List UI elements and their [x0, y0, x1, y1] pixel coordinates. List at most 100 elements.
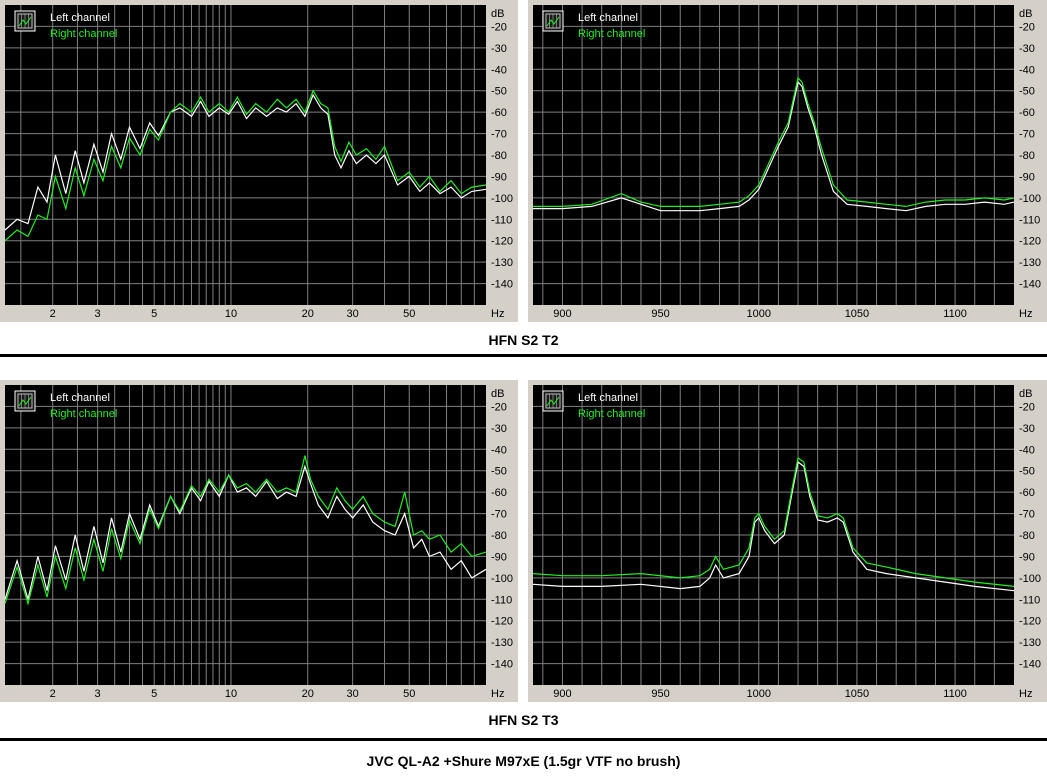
y-tick-label: -80 [491, 150, 507, 162]
series-line [532, 456, 1015, 587]
series-line [4, 455, 487, 606]
y-tick-label: -20 [491, 21, 507, 33]
spectrum-panel-bottom-right: dB -20 -30 -40 -50 -60 -70 -80 -90 -100 -110 -120 -1… [528, 380, 1047, 702]
y-tick-label: -50 [491, 86, 507, 98]
legend-right-channel: Right channel [578, 28, 645, 40]
y-tick-label: -140 [491, 659, 513, 671]
x-tick-label: 30 [347, 308, 359, 320]
y-tick-label: -30 [491, 43, 507, 55]
y-tick-label: -100 [1019, 193, 1041, 205]
x-tick-label: 2 [50, 688, 56, 700]
x-tick-label: 900 [553, 688, 571, 700]
series-line [4, 93, 487, 231]
y-tick-label: -40 [491, 444, 507, 456]
legend-left-channel: Left channel [578, 392, 638, 404]
y-unit-label: dB [491, 388, 504, 400]
y-tick-label: -40 [1019, 64, 1035, 76]
divider-top [0, 354, 1047, 357]
caption-top: HFN S2 T2 [488, 332, 559, 348]
series-line [4, 464, 487, 600]
chart-svg: dB-20 -30 -40 -50 -60 -70 -80 -90 -100 -110 -120 -1… [532, 385, 1041, 700]
x-tick-label: 3 [95, 688, 101, 700]
y-tick-label: -70 [1019, 129, 1035, 141]
legend-left-channel: Left channel [50, 12, 110, 24]
caption-bottom: HFN S2 T3 [488, 712, 559, 728]
y-tick-label: -50 [1019, 466, 1035, 478]
y-tick-label: -70 [491, 509, 507, 521]
y-tick-label: -130 [1019, 257, 1041, 269]
legend-right-channel: Right channel [50, 408, 117, 420]
y-tick-label: -20 [491, 401, 507, 413]
x-unit-label: Hz [1019, 688, 1032, 700]
x-tick-label: 1000 [747, 308, 771, 320]
y-tick-label: -30 [491, 423, 507, 435]
x-tick-label: 1000 [747, 688, 771, 700]
x-tick-label: 5 [151, 308, 157, 320]
y-tick-label: -140 [491, 279, 513, 291]
legend-icon-trace [18, 16, 32, 27]
y-tick-label: -130 [491, 257, 513, 269]
y-tick-label: -110 [1019, 594, 1040, 606]
y-tick-label: -140 [1019, 659, 1041, 671]
y-tick-label: -50 [1019, 86, 1035, 98]
x-tick-label: 10 [225, 308, 237, 320]
spectrum-panel-bottom-left: dB -20 -30 -40 -50 -60 -70 -80 -90 -100 -110 -120 -1… [0, 380, 518, 702]
y-tick-label: -90 [491, 551, 507, 563]
chart-svg: dB-20 -30 -40 -50 -60 -70 -80 -90 -100 -110 -120 -1… [4, 385, 513, 700]
y-tick-label: -100 [491, 193, 513, 205]
x-tick-label: 1050 [845, 688, 869, 700]
x-tick-label: 5 [151, 688, 157, 700]
y-tick-label: -20 [1019, 401, 1035, 413]
y-tick-label: -80 [1019, 530, 1035, 542]
y-tick-label: -30 [1019, 423, 1035, 435]
y-tick-label: -70 [1019, 509, 1035, 521]
chart-svg: dB-20 -30 -40 -50 -60 -70 -80 -90 -100 -110 -120 -1… [533, 5, 1041, 320]
y-tick-label: -100 [491, 573, 513, 585]
series-line [4, 89, 487, 242]
y-tick-label: -110 [491, 214, 512, 226]
x-tick-label: 20 [302, 308, 314, 320]
legend-right-channel: Right channel [50, 28, 117, 40]
y-tick-label: -70 [491, 129, 507, 141]
y-unit-label: dB [1019, 388, 1032, 400]
y-tick-label: -130 [491, 637, 513, 649]
legend-icon-trace [546, 16, 560, 27]
x-tick-label: 3 [95, 308, 101, 320]
y-tick-label: -60 [1019, 107, 1035, 119]
x-unit-label: Hz [491, 308, 504, 320]
y-tick-label: -60 [1019, 487, 1035, 499]
legend-left-channel: Left channel [578, 12, 638, 24]
y-tick-label: -110 [491, 594, 512, 606]
y-tick-label: -50 [491, 466, 507, 478]
y-unit-label: dB [491, 8, 504, 20]
y-tick-label: -60 [491, 487, 507, 499]
x-tick-label: 50 [403, 688, 415, 700]
y-tick-label: -90 [1019, 171, 1035, 183]
y-tick-label: -40 [491, 64, 507, 76]
y-tick-label: -40 [1019, 444, 1035, 456]
legend-icon-trace [546, 396, 560, 407]
y-tick-label: -60 [491, 107, 507, 119]
y-tick-label: -80 [491, 530, 507, 542]
x-tick-label: 1100 [943, 688, 967, 700]
legend-right-channel: Right channel [578, 408, 645, 420]
y-tick-label: -30 [1019, 43, 1035, 55]
y-tick-label: -110 [1019, 214, 1040, 226]
divider-bottom [0, 738, 1047, 741]
footer-caption: JVC QL-A2 +Shure M97xE (1.5gr VTF no bru… [366, 753, 681, 769]
series-line [533, 76, 1015, 208]
y-tick-label: -120 [491, 236, 513, 248]
y-tick-label: -130 [1019, 637, 1041, 649]
y-tick-label: -90 [491, 171, 507, 183]
x-tick-label: 950 [651, 688, 669, 700]
chart-svg: dB-20 -30 -40 -50 -60 -70 -80 -90 -100 -110 -120 -1… [4, 5, 513, 320]
y-unit-label: dB [1019, 8, 1032, 20]
y-tick-label: -120 [491, 616, 513, 628]
y-tick-label: -20 [1019, 21, 1035, 33]
spectrum-panel-top-left: dB -20 -30 -40 -50 -60 -70 -80 -90 -100 -110 -120 -1… [0, 0, 518, 322]
spectrum-panel-top-right: dB -20 -30 -40 -50 -60 -70 -80 -90 -100 -110 -120 -1… [528, 0, 1047, 322]
x-tick-label: 950 [651, 308, 669, 320]
x-tick-label: 50 [403, 308, 415, 320]
series-line [532, 461, 1015, 592]
legend-icon-trace [18, 396, 32, 407]
